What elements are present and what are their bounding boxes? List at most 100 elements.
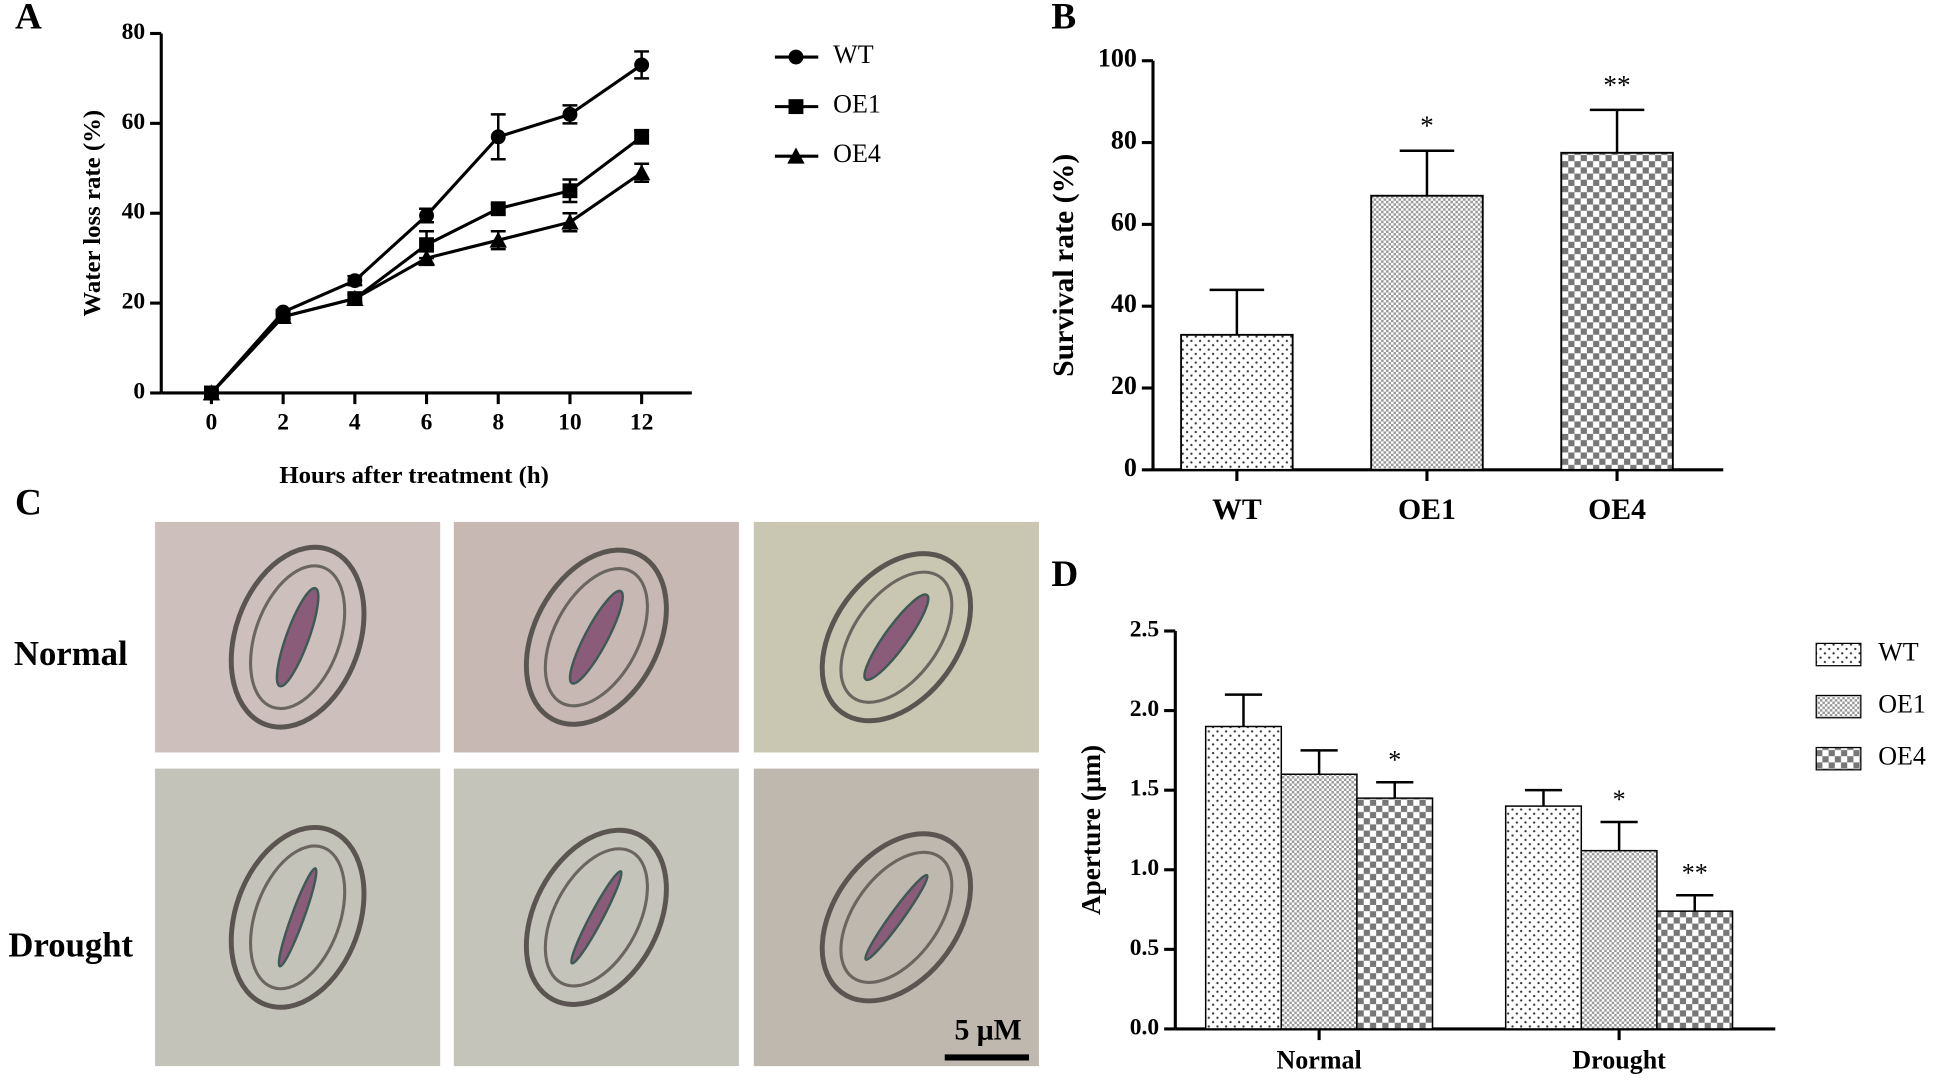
guard-cell [523, 547, 669, 727]
scale-bar-label: 5 μM [954, 1013, 1021, 1046]
y-tick-label: 1.5 [1130, 776, 1159, 802]
y-axis-title: Water loss rate (%) [79, 110, 106, 317]
legend-label: OE4 [1878, 742, 1926, 771]
marker [489, 231, 507, 248]
bar [1280, 773, 1358, 1030]
x-tick-label: 12 [630, 409, 654, 435]
error-bar [1676, 893, 1714, 912]
x-tick-label: 10 [558, 409, 582, 435]
marker [561, 213, 579, 230]
guard-cell [248, 564, 347, 711]
marker [562, 106, 578, 122]
error-bar [1589, 108, 1645, 153]
error-bar [1209, 288, 1265, 335]
significance: * [1388, 745, 1401, 774]
marker [632, 164, 651, 181]
legend-marker [787, 147, 805, 164]
error-bar [1399, 149, 1455, 196]
guard-cell [228, 824, 367, 1010]
x-tick-label: 4 [349, 409, 361, 435]
y-tick-label: 20 [1111, 371, 1137, 400]
bar [1504, 805, 1583, 1030]
y-tick-label: 60 [122, 109, 146, 135]
y-tick-label: 0 [133, 378, 145, 404]
guard-cell [228, 544, 367, 730]
error-bar [1376, 780, 1414, 799]
x-tick-label: Normal [1276, 1045, 1361, 1074]
marker [417, 249, 436, 266]
x-tick-label: OE1 [1398, 493, 1456, 526]
x-tick-label: WT [1212, 493, 1262, 526]
marker [346, 289, 364, 307]
legend-swatch [1815, 746, 1862, 771]
marker [274, 307, 292, 325]
y-tick-label: 0.0 [1130, 1014, 1159, 1040]
x-tick-label: Drought [1572, 1045, 1666, 1074]
marker [634, 129, 650, 145]
guard-cell [543, 847, 649, 988]
legend-marker [788, 99, 804, 115]
marker [202, 384, 221, 401]
x-tick-label: 6 [421, 409, 433, 435]
guard-cell [839, 850, 954, 984]
pore [275, 586, 320, 688]
bar [1370, 194, 1484, 471]
legend-label: OE1 [1878, 690, 1926, 719]
marker [562, 183, 578, 199]
legend-label: WT [833, 40, 874, 69]
y-tick-label: 40 [122, 199, 146, 225]
error-bar [1524, 788, 1563, 807]
bar [1580, 849, 1658, 1030]
marker [419, 237, 434, 253]
panel-letter: B [1051, 0, 1076, 37]
panel-letter: D [1051, 554, 1078, 595]
y-tick-label: 2.5 [1130, 616, 1159, 642]
y-axis-title: Survival rate (%) [1047, 154, 1080, 377]
guard-cell [248, 844, 347, 991]
marker [419, 208, 434, 223]
x-tick-label: 0 [206, 409, 218, 435]
pore [277, 867, 318, 968]
legend-marker [788, 49, 804, 65]
y-tick-label: 80 [1111, 126, 1137, 155]
legend-swatch [1815, 694, 1862, 719]
y-tick-label: 0 [1124, 453, 1137, 482]
guard-cell [523, 827, 669, 1007]
legend-swatch [1815, 642, 1862, 667]
guard-cell [839, 570, 954, 704]
y-tick-label: 40 [1111, 289, 1137, 318]
y-tick-label: 100 [1098, 44, 1137, 73]
pore [864, 873, 929, 961]
error-bar [1600, 820, 1638, 851]
y-tick-label: 1.0 [1130, 855, 1159, 881]
y-tick-label: 80 [122, 19, 146, 45]
y-tick-label: 60 [1111, 207, 1137, 236]
significance: ** [1603, 70, 1630, 100]
legend-label: OE1 [833, 90, 881, 119]
pore [570, 870, 623, 965]
pore [568, 589, 624, 685]
x-tick-label: 2 [277, 409, 289, 435]
pore [863, 593, 930, 682]
row-label: Normal [14, 634, 128, 673]
marker [634, 57, 650, 73]
error-bar [1224, 693, 1263, 727]
panel-letter: C [15, 482, 42, 523]
x-tick-label: OE4 [1588, 493, 1646, 526]
legend-label: OE4 [833, 139, 881, 168]
bar [1656, 910, 1734, 1030]
y-tick-label: 20 [122, 289, 146, 315]
bar [1204, 725, 1283, 1030]
guard-cell [543, 567, 649, 708]
bar [1356, 797, 1434, 1030]
significance: * [1613, 785, 1626, 814]
guard-cell [819, 831, 974, 1004]
bar [1560, 151, 1674, 471]
y-axis-title: Aperture (μm) [1076, 745, 1106, 915]
marker [490, 201, 506, 217]
legend-label: WT [1878, 638, 1919, 667]
marker [347, 273, 363, 289]
marker [490, 129, 506, 145]
